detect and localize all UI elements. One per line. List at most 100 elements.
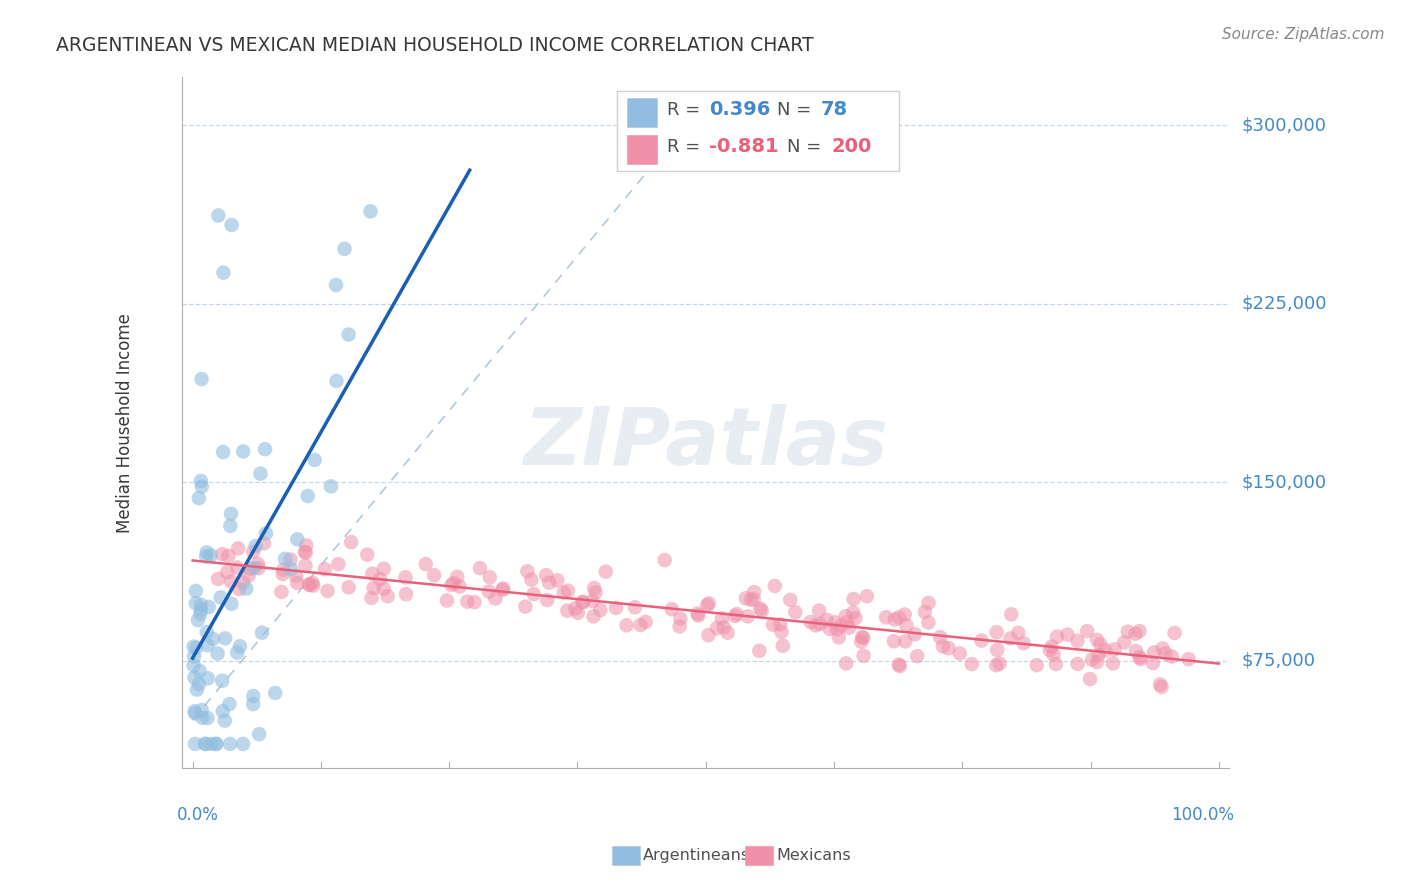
Point — [492, 582, 515, 596]
Point — [232, 737, 254, 751]
Point — [686, 607, 709, 621]
Point — [624, 600, 647, 615]
Point — [960, 657, 983, 671]
Text: ARGENTINEAN VS MEXICAN MEDIAN HOUSEHOLD INCOME CORRELATION CHART: ARGENTINEAN VS MEXICAN MEDIAN HOUSEHOLD … — [56, 36, 814, 54]
Point — [824, 615, 846, 630]
Point — [478, 584, 501, 599]
Text: $150,000: $150,000 — [1241, 473, 1327, 491]
Point — [749, 601, 772, 615]
Point — [191, 711, 214, 725]
Point — [228, 582, 250, 596]
Point — [297, 489, 319, 503]
Point — [668, 619, 690, 633]
Point — [188, 607, 211, 621]
Point — [337, 580, 360, 594]
Point — [1150, 680, 1173, 694]
Point — [186, 682, 208, 697]
Point — [356, 548, 378, 562]
Text: Source: ZipAtlas.com: Source: ZipAtlas.com — [1222, 27, 1385, 42]
Point — [1090, 637, 1112, 651]
Point — [449, 580, 471, 594]
Point — [294, 545, 316, 559]
Point — [970, 633, 993, 648]
Point — [285, 576, 308, 591]
Point — [340, 535, 363, 549]
Point — [285, 569, 308, 583]
Point — [190, 703, 212, 717]
Point — [280, 552, 302, 566]
Point — [844, 611, 866, 625]
Point — [211, 547, 233, 561]
Text: R =: R = — [666, 137, 700, 156]
Point — [274, 551, 297, 566]
Point — [264, 686, 287, 700]
Point — [634, 615, 657, 629]
Point — [595, 565, 617, 579]
Point — [280, 562, 302, 576]
Point — [183, 671, 205, 685]
Text: R =: R = — [666, 101, 700, 119]
Point — [849, 634, 872, 648]
Point — [883, 613, 905, 627]
Point — [187, 491, 209, 505]
Point — [1154, 646, 1177, 660]
Point — [183, 704, 205, 718]
Point — [188, 664, 211, 678]
Point — [214, 632, 236, 646]
Text: 200: 200 — [831, 137, 872, 156]
Point — [249, 467, 271, 481]
Point — [184, 706, 207, 721]
Point — [1125, 644, 1147, 658]
Point — [295, 539, 318, 553]
Point — [713, 620, 735, 634]
Point — [785, 605, 807, 619]
Point — [1163, 626, 1185, 640]
Point — [246, 557, 269, 571]
Point — [491, 582, 513, 597]
Point — [314, 562, 336, 576]
Point — [585, 585, 607, 599]
Point — [270, 585, 292, 599]
Point — [661, 602, 683, 616]
Point — [1078, 672, 1101, 686]
Point — [197, 599, 219, 614]
Point — [436, 593, 458, 607]
Point — [571, 595, 593, 609]
Point — [325, 278, 347, 293]
Point — [394, 570, 416, 584]
Text: $225,000: $225,000 — [1241, 294, 1327, 312]
Point — [221, 218, 243, 232]
Point — [245, 539, 267, 553]
Point — [187, 677, 209, 691]
Point — [302, 579, 325, 593]
Point — [217, 549, 239, 563]
Point — [1085, 632, 1108, 647]
Point — [294, 558, 316, 573]
Point — [186, 640, 208, 655]
Point — [214, 714, 236, 728]
Point — [1056, 628, 1078, 642]
Point — [938, 641, 960, 656]
Point — [557, 583, 579, 598]
Point — [986, 658, 1008, 673]
Point — [1104, 642, 1126, 657]
Point — [772, 639, 794, 653]
Point — [904, 627, 927, 641]
Point — [200, 737, 222, 751]
Point — [298, 577, 321, 591]
Point — [515, 599, 537, 614]
Point — [564, 601, 586, 615]
Point — [319, 479, 342, 493]
Point — [207, 647, 229, 661]
Point — [242, 544, 264, 558]
Point — [254, 442, 277, 457]
Point — [239, 561, 262, 575]
Point — [468, 561, 491, 575]
Point — [1066, 633, 1088, 648]
Point — [717, 625, 740, 640]
Point — [1129, 652, 1152, 666]
Point — [197, 671, 219, 685]
Point — [247, 727, 270, 741]
Point — [197, 638, 219, 652]
Point — [538, 575, 561, 590]
